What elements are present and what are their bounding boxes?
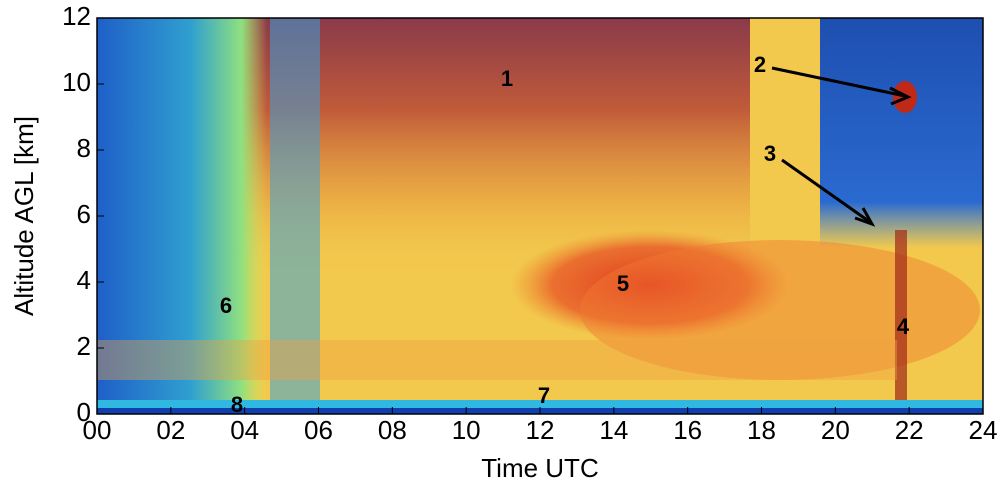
x-tick-label: 24 xyxy=(969,415,998,445)
annotation: 6 xyxy=(220,293,232,318)
y-tick-label: 2 xyxy=(77,331,91,361)
x-tick-label: 12 xyxy=(526,415,555,445)
annotation: 2 xyxy=(754,52,766,77)
x-tick-label: 20 xyxy=(821,415,850,445)
x-tick-label: 04 xyxy=(230,415,259,445)
y-tick-label: 12 xyxy=(62,1,91,31)
arrows xyxy=(771,66,912,227)
y-tick-label: 4 xyxy=(77,265,91,295)
x-tick-label: 18 xyxy=(747,415,776,445)
y-tick-label: 8 xyxy=(77,133,91,163)
y-tick-label: 0 xyxy=(77,397,91,427)
x-tick-label: 08 xyxy=(378,415,407,445)
x-tick-label: 00 xyxy=(83,415,112,445)
y-tick-label: 10 xyxy=(62,67,91,97)
annotation: 3 xyxy=(764,141,776,166)
annotation: 1 xyxy=(501,66,513,91)
x-tick-label: 16 xyxy=(673,415,702,445)
annotation: 4 xyxy=(897,314,910,339)
x-tick-label: 02 xyxy=(156,415,185,445)
annotation: 7 xyxy=(538,383,550,408)
x-tick-label: 14 xyxy=(599,415,628,445)
y-tick-label: 6 xyxy=(77,199,91,229)
heatmap xyxy=(97,18,983,414)
x-axis-label: Time UTC xyxy=(481,453,598,483)
annotation: 8 xyxy=(231,392,243,417)
annotation: 5 xyxy=(617,271,629,296)
y-axis-label: Altitude AGL [km] xyxy=(9,116,39,316)
x-tick-label: 10 xyxy=(452,415,481,445)
x-tick-label: 22 xyxy=(895,415,924,445)
x-tick-label: 06 xyxy=(304,415,333,445)
